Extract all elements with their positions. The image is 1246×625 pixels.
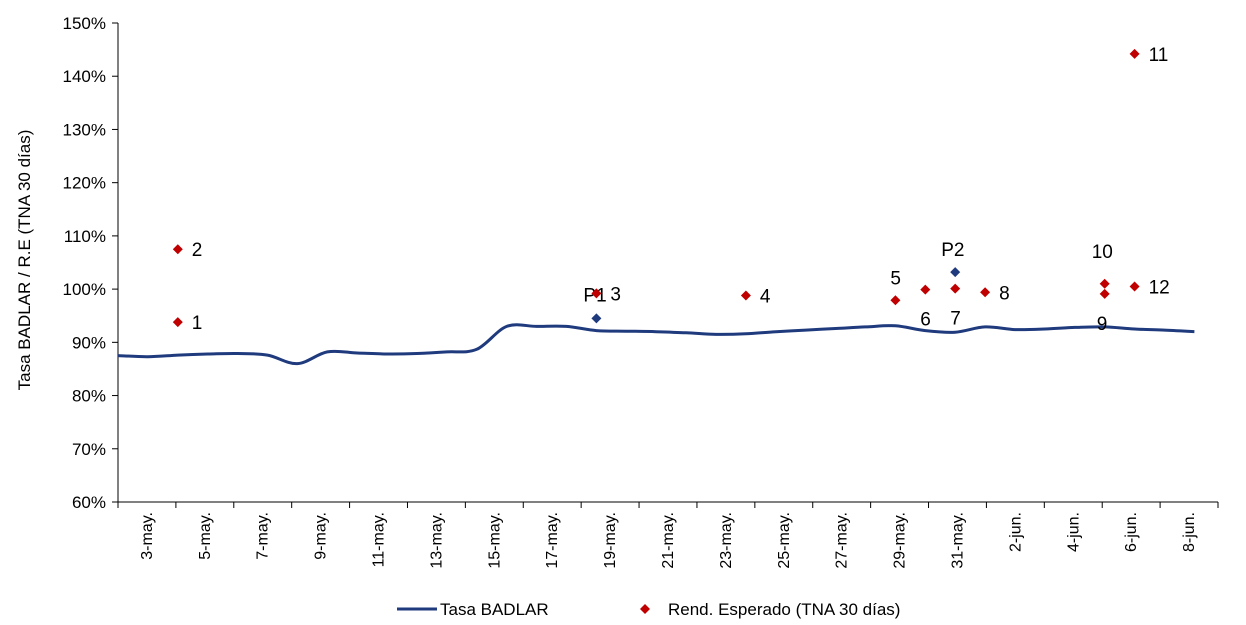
rend-esperado-point-label: 7 (950, 309, 961, 330)
x-tick-label: 13-may. (428, 512, 445, 569)
y-tick-label: 130% (63, 120, 106, 139)
y-tick-label: 70% (72, 440, 106, 459)
y-tick-label: 100% (63, 280, 106, 299)
rend-esperado-point (1129, 281, 1140, 292)
y-tick-label: 110% (64, 227, 106, 246)
x-tick-label: 6-jun. (1123, 512, 1140, 552)
x-tick-label: 15-may. (486, 512, 503, 569)
rend-esperado-point (920, 284, 931, 295)
rend-esperado-point (1129, 48, 1140, 59)
legend-label-rend: Rend. Esperado (TNA 30 días) (668, 600, 900, 619)
rend-esperado-point-label: 12 (1149, 277, 1170, 298)
rend-esperado-point (740, 290, 751, 301)
rend-esperado-point-label: 3 (610, 284, 621, 305)
series-line-tasa-badlar (117, 323, 1195, 366)
x-tick-label: 25-may. (776, 512, 793, 569)
x-axis: 3-may. 5-may. 7-may. 9-may. 11-may. 13-may. 15… (117, 501, 1219, 569)
y-tick-label: 80% (72, 387, 106, 406)
rend-esperado-point (950, 283, 961, 294)
x-tick-label: 8-jun. (1181, 512, 1198, 552)
rend-esperado-point (591, 288, 602, 299)
x-tick-label: 23-may. (718, 512, 735, 569)
x-tick-label: 3-may. (139, 512, 156, 560)
legend-label-badlar: Tasa BADLAR (440, 600, 549, 619)
x-tick-label: 27-may. (834, 512, 851, 569)
rend-esperado-point (890, 295, 901, 306)
x-tick-label: 7-may. (255, 512, 272, 560)
rend-esperado-point-label: 8 (999, 283, 1010, 304)
x-tick-label: 21-may. (660, 512, 677, 569)
y-tick-label: 90% (72, 333, 106, 352)
rend-esperado-point-label: 6 (920, 310, 931, 331)
rend-esperado-point-label: 11 (1149, 45, 1169, 66)
rend-esperado-point-label: 2 (192, 240, 203, 261)
rend-esperado-point-label: 9 (1097, 314, 1108, 335)
y-tick-label: 140% (63, 67, 106, 86)
x-tick-label: 31-may. (949, 512, 966, 569)
p-series-point (591, 313, 602, 324)
plot-area: P1P2123456789101112 (117, 45, 1195, 366)
x-tick-label: 5-may. (197, 512, 214, 560)
x-tick-label: 19-may. (602, 512, 619, 569)
rend-esperado-point-label: 5 (890, 268, 901, 289)
x-tick-label: 17-may. (544, 512, 561, 569)
y-tick-label: 60% (72, 493, 106, 512)
x-tick-label: 2-jun. (1007, 512, 1024, 552)
x-tick-label: 4-jun. (1065, 512, 1082, 552)
p-series-point (950, 267, 961, 278)
rend-esperado-point (1099, 278, 1110, 289)
x-tick-label: 11-may. (371, 512, 388, 567)
y-axis-title: Tasa BADLAR / R.E (TNA 30 días) (15, 130, 34, 391)
rend-esperado-point-label: 1 (192, 313, 203, 334)
p-series-point-label: P2 (941, 240, 964, 261)
rend-esperado-point-label: 4 (760, 286, 771, 307)
legend-diamond-swatch (640, 604, 650, 614)
legend: Tasa BADLAR Rend. Esperado (TNA 30 días) (397, 600, 900, 619)
rend-esperado-point-label: 10 (1092, 242, 1113, 263)
rend-esperado-point (1099, 288, 1110, 299)
y-tick-label: 150% (63, 14, 106, 33)
rend-esperado-point (980, 287, 991, 298)
rend-esperado-point (172, 317, 183, 328)
y-axis: 60% 70% 80% 90% 100% 110% 120% 130% 140% 150% (63, 14, 119, 512)
rend-esperado-point (172, 244, 183, 255)
x-tick-label: 9-may. (313, 512, 330, 560)
y-tick-label: 120% (63, 174, 106, 193)
x-tick-label: 29-may. (892, 512, 909, 569)
